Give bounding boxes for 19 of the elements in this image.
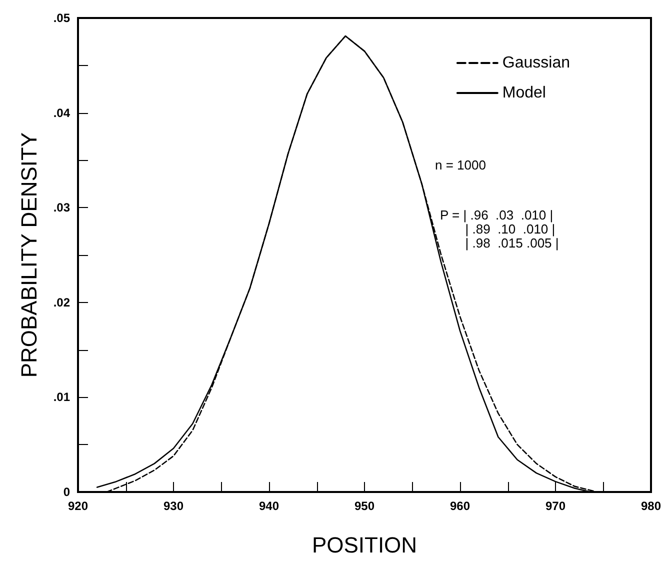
annotation: P = | .96 .03 .010 | | .89 .10 .010 | | .98 .015 .005 | bbox=[440, 208, 559, 250]
y-tick-label: .01 bbox=[53, 390, 70, 404]
x-tick-label: 940 bbox=[258, 499, 280, 513]
x-tick-label: 920 bbox=[68, 499, 88, 513]
x-tick-label: 930 bbox=[163, 499, 184, 513]
y-tick-label: .04 bbox=[53, 106, 70, 120]
x-tick-label: 950 bbox=[354, 499, 375, 513]
y-axis-title: PROBABILITY DENSITY bbox=[16, 132, 42, 378]
x-tick-label: 960 bbox=[450, 499, 470, 513]
x-axis-title: POSITION bbox=[312, 532, 418, 558]
y-tick-label: .05 bbox=[53, 11, 70, 25]
x-tick-label: 980 bbox=[640, 499, 662, 513]
legend-label: Gaussian bbox=[502, 54, 570, 72]
x-tick-label: 970 bbox=[545, 499, 566, 513]
annotation: n = 1000 bbox=[435, 158, 486, 172]
y-tick-label: .02 bbox=[53, 295, 70, 310]
y-tick-label: 0 bbox=[63, 485, 70, 499]
y-tick-label: .03 bbox=[53, 200, 70, 215]
legend-label: Model bbox=[502, 84, 546, 102]
